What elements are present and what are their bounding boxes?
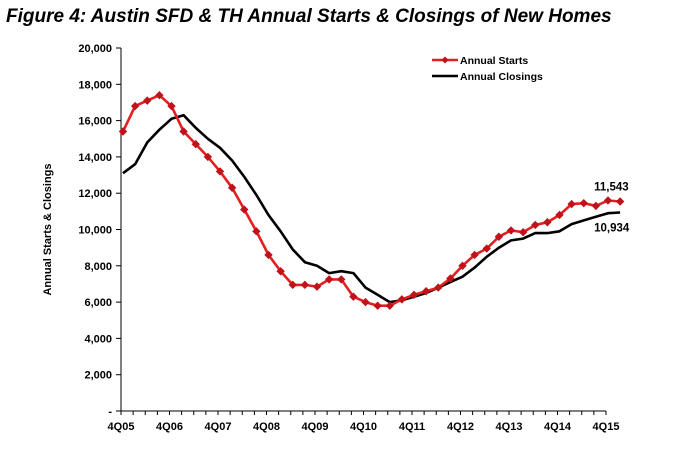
chart-legend: Annual Starts Annual Closings	[432, 55, 543, 83]
series-point-annual-starts	[288, 280, 297, 290]
series-point-annual-starts	[543, 218, 552, 227]
series-point-annual-starts	[567, 199, 576, 209]
chart-labels: 11,543 10,934	[594, 181, 630, 234]
series-point-annual-starts	[203, 152, 213, 162]
legend-label-annual-starts: Annual Starts	[460, 55, 528, 67]
series-point-annual-starts	[482, 244, 491, 253]
chart-series	[118, 90, 625, 310]
series-point-annual-starts	[579, 198, 588, 208]
series-point-annual-starts	[385, 301, 394, 310]
y-tick-label: 10,000	[78, 225, 112, 237]
series-point-annual-starts	[312, 282, 322, 291]
series-point-annual-starts	[603, 196, 613, 205]
series-point-annual-starts	[555, 210, 564, 220]
series-point-annual-starts	[324, 275, 334, 284]
series-point-annual-starts	[118, 127, 128, 136]
y-tick-label: 2,000	[84, 370, 112, 382]
chart-title: Figure 4: Austin SFD & TH Annual Starts …	[6, 6, 612, 27]
data-label-annual-starts-last: 11,543	[594, 181, 629, 193]
series-point-annual-starts	[240, 205, 249, 214]
y-tick-label: 20,000	[78, 43, 112, 55]
series-point-annual-starts	[130, 101, 140, 111]
series-point-annual-starts	[373, 301, 382, 310]
series-point-annual-starts	[191, 139, 200, 149]
x-tick-label: 4Q12	[447, 421, 474, 433]
series-point-annual-starts	[252, 227, 261, 236]
series-point-annual-starts	[591, 201, 601, 211]
y-tick-label: 4,000	[84, 333, 112, 345]
y-tick-label: 16,000	[78, 116, 112, 128]
x-tick-label: 4Q10	[350, 421, 377, 433]
series-line-annual-starts	[121, 93, 621, 308]
series-point-annual-starts	[518, 228, 528, 237]
series-point-annual-starts	[494, 232, 504, 241]
series-point-annual-starts	[434, 283, 443, 292]
series-point-annual-starts	[531, 220, 540, 230]
series-point-annual-starts	[615, 197, 625, 206]
series-point-annual-starts	[300, 280, 310, 290]
series-line-annual-closings	[122, 113, 621, 304]
series-point-annual-starts	[349, 292, 358, 301]
legend-label-annual-closings: Annual Closings	[460, 71, 543, 83]
x-tick-label: 4Q13	[496, 421, 523, 433]
series-point-annual-starts	[458, 261, 467, 270]
series-point-annual-starts	[227, 183, 237, 192]
series-point-annual-starts	[361, 297, 370, 307]
series-point-annual-starts	[409, 290, 419, 300]
y-tick-label: 14,000	[78, 152, 112, 164]
x-tick-label: 4Q07	[205, 421, 232, 433]
x-tick-label: 4Q11	[399, 421, 425, 433]
series-point-annual-starts	[337, 275, 346, 284]
y-tick-label: 12,000	[78, 188, 112, 200]
series-point-annual-starts	[155, 90, 164, 100]
chart-axes: - 2,000 4,000 6,000 8,000 10,000 12,000 14,000 1…	[42, 43, 619, 433]
series-point-annual-starts	[506, 226, 516, 235]
y-axis-label: Annual Starts & Closings	[42, 163, 54, 295]
series-point-annual-starts	[167, 101, 176, 111]
series-point-annual-starts	[179, 127, 188, 136]
y-tick-label: -	[108, 406, 112, 418]
series-point-annual-starts	[264, 250, 273, 260]
x-tick-label: 4Q08	[253, 421, 280, 433]
y-tick-label: 8,000	[84, 261, 112, 273]
x-tick-label: 4Q05	[108, 421, 135, 433]
series-point-annual-starts	[397, 295, 407, 304]
legend-marker-annual-starts	[441, 56, 449, 64]
y-tick-label: 18,000	[78, 79, 112, 91]
series-point-annual-starts	[276, 267, 285, 276]
series-point-annual-starts	[470, 250, 479, 260]
series-point-annual-starts	[143, 96, 152, 105]
x-tick-label: 4Q09	[302, 421, 329, 433]
series-point-annual-starts	[421, 287, 431, 296]
data-label-annual-closings-last: 10,934	[594, 223, 630, 235]
y-tick-label: 6,000	[84, 297, 112, 309]
x-tick-label: 4Q15	[593, 421, 620, 433]
series-point-annual-starts	[446, 274, 455, 283]
x-tick-label: 4Q06	[156, 421, 183, 433]
x-tick-label: 4Q14	[544, 421, 572, 433]
series-point-annual-starts	[215, 167, 225, 176]
